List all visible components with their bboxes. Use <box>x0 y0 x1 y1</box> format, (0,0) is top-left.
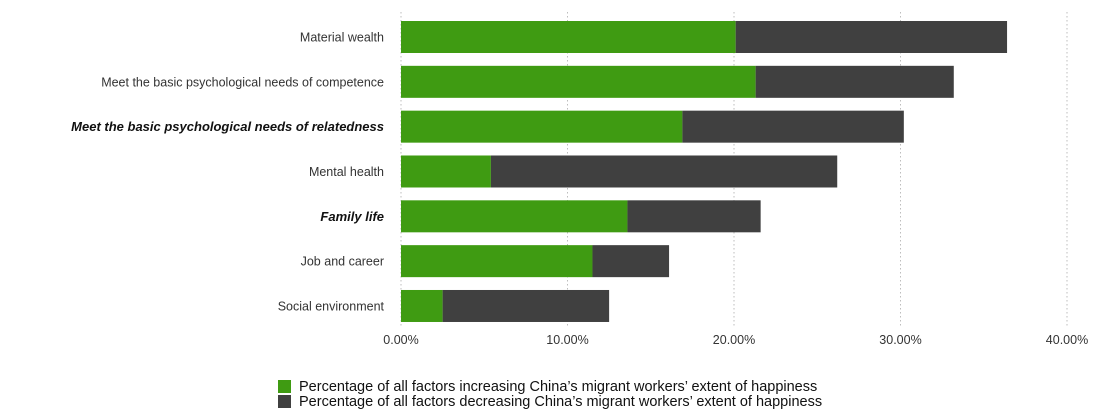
bar-segment-decreasing <box>755 65 954 98</box>
bar-segment-increasing <box>401 21 736 53</box>
bar-segment-decreasing <box>682 110 904 143</box>
legend-swatch-decreasing <box>278 395 291 408</box>
bar-segment-increasing <box>401 289 443 322</box>
bar-segment-decreasing <box>490 155 838 188</box>
x-tick-label: 0.00% <box>383 333 418 347</box>
category-labels: Material wealth Meet the basic psychologi… <box>71 31 384 314</box>
x-tick-label: 40.00% <box>1046 333 1088 347</box>
x-tick-label: 30.00% <box>879 333 921 347</box>
x-tick-label: 20.00% <box>713 333 755 347</box>
category-label: Meet the basic psychological needs of re… <box>71 119 384 134</box>
x-tick-label: 10.00% <box>546 333 588 347</box>
legend: Percentage of all factors increasing Chi… <box>278 378 823 410</box>
bar-segment-decreasing <box>592 245 670 278</box>
bar-segment-decreasing <box>442 289 610 322</box>
bars <box>401 21 1008 322</box>
category-label: Material wealth <box>300 31 384 45</box>
legend-label-decreasing: Percentage of all factors decreasing Chi… <box>299 393 823 410</box>
bar-segment-increasing <box>401 65 756 98</box>
category-label: Family life <box>320 209 384 224</box>
category-label: Job and career <box>301 255 384 269</box>
bar-segment-decreasing <box>735 21 1008 53</box>
bar-segment-increasing <box>401 200 628 233</box>
category-label: Meet the basic psychological needs of co… <box>101 75 384 89</box>
category-label: Social environment <box>278 299 385 313</box>
x-tick-labels: 0.00% 10.00% 20.00% 30.00% 40.00% <box>383 333 1088 347</box>
legend-item-decreasing: Percentage of all factors decreasing Chi… <box>278 393 823 410</box>
category-label: Mental health <box>309 165 384 179</box>
bar-segment-increasing <box>401 110 683 143</box>
bar-segment-decreasing <box>627 200 761 233</box>
legend-item-increasing: Percentage of all factors increasing Chi… <box>278 378 822 395</box>
legend-label-increasing: Percentage of all factors increasing Chi… <box>299 378 818 395</box>
bar-segment-increasing <box>401 245 593 278</box>
bar-segment-increasing <box>401 155 491 188</box>
legend-swatch-increasing <box>278 380 291 393</box>
